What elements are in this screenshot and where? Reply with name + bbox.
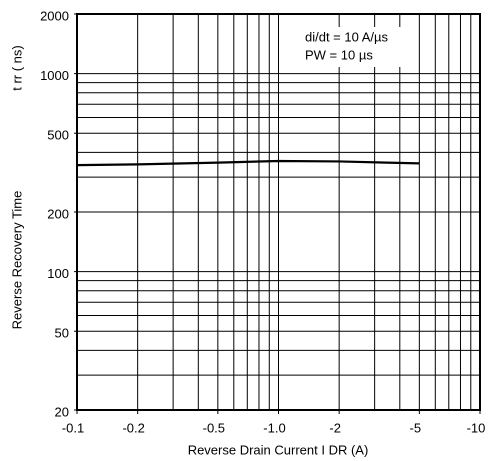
x-axis-label: Reverse Drain Current I DR (A)	[188, 442, 369, 457]
y-tick-label: 20	[55, 404, 69, 419]
y-tick-label: 50	[55, 326, 69, 341]
y-tick-label: 1000	[40, 68, 69, 83]
y-axis-label: Reverse Recovery Time	[9, 191, 24, 330]
y-axis-unit: t rr ( ns)	[9, 45, 24, 91]
x-tick-label: -0.1	[62, 420, 84, 435]
x-tick-label: -0.2	[122, 420, 144, 435]
y-tick-label: 200	[47, 206, 69, 221]
x-tick-label: -1.0	[263, 420, 285, 435]
annotation: di/dt = 10 A/µs	[305, 29, 389, 44]
x-tick-label: -10	[467, 420, 486, 435]
y-tick-label: 2000	[40, 8, 69, 23]
x-tick-label: -5	[410, 420, 422, 435]
x-tick-label: -0.5	[203, 420, 225, 435]
annotation: PW = 10 µs	[305, 47, 373, 62]
data-line	[76, 159, 420, 167]
annotation-box	[300, 27, 412, 67]
y-tick-label: 500	[47, 128, 69, 143]
x-tick-label: -2	[329, 420, 341, 435]
y-tick-label: 100	[47, 266, 69, 281]
